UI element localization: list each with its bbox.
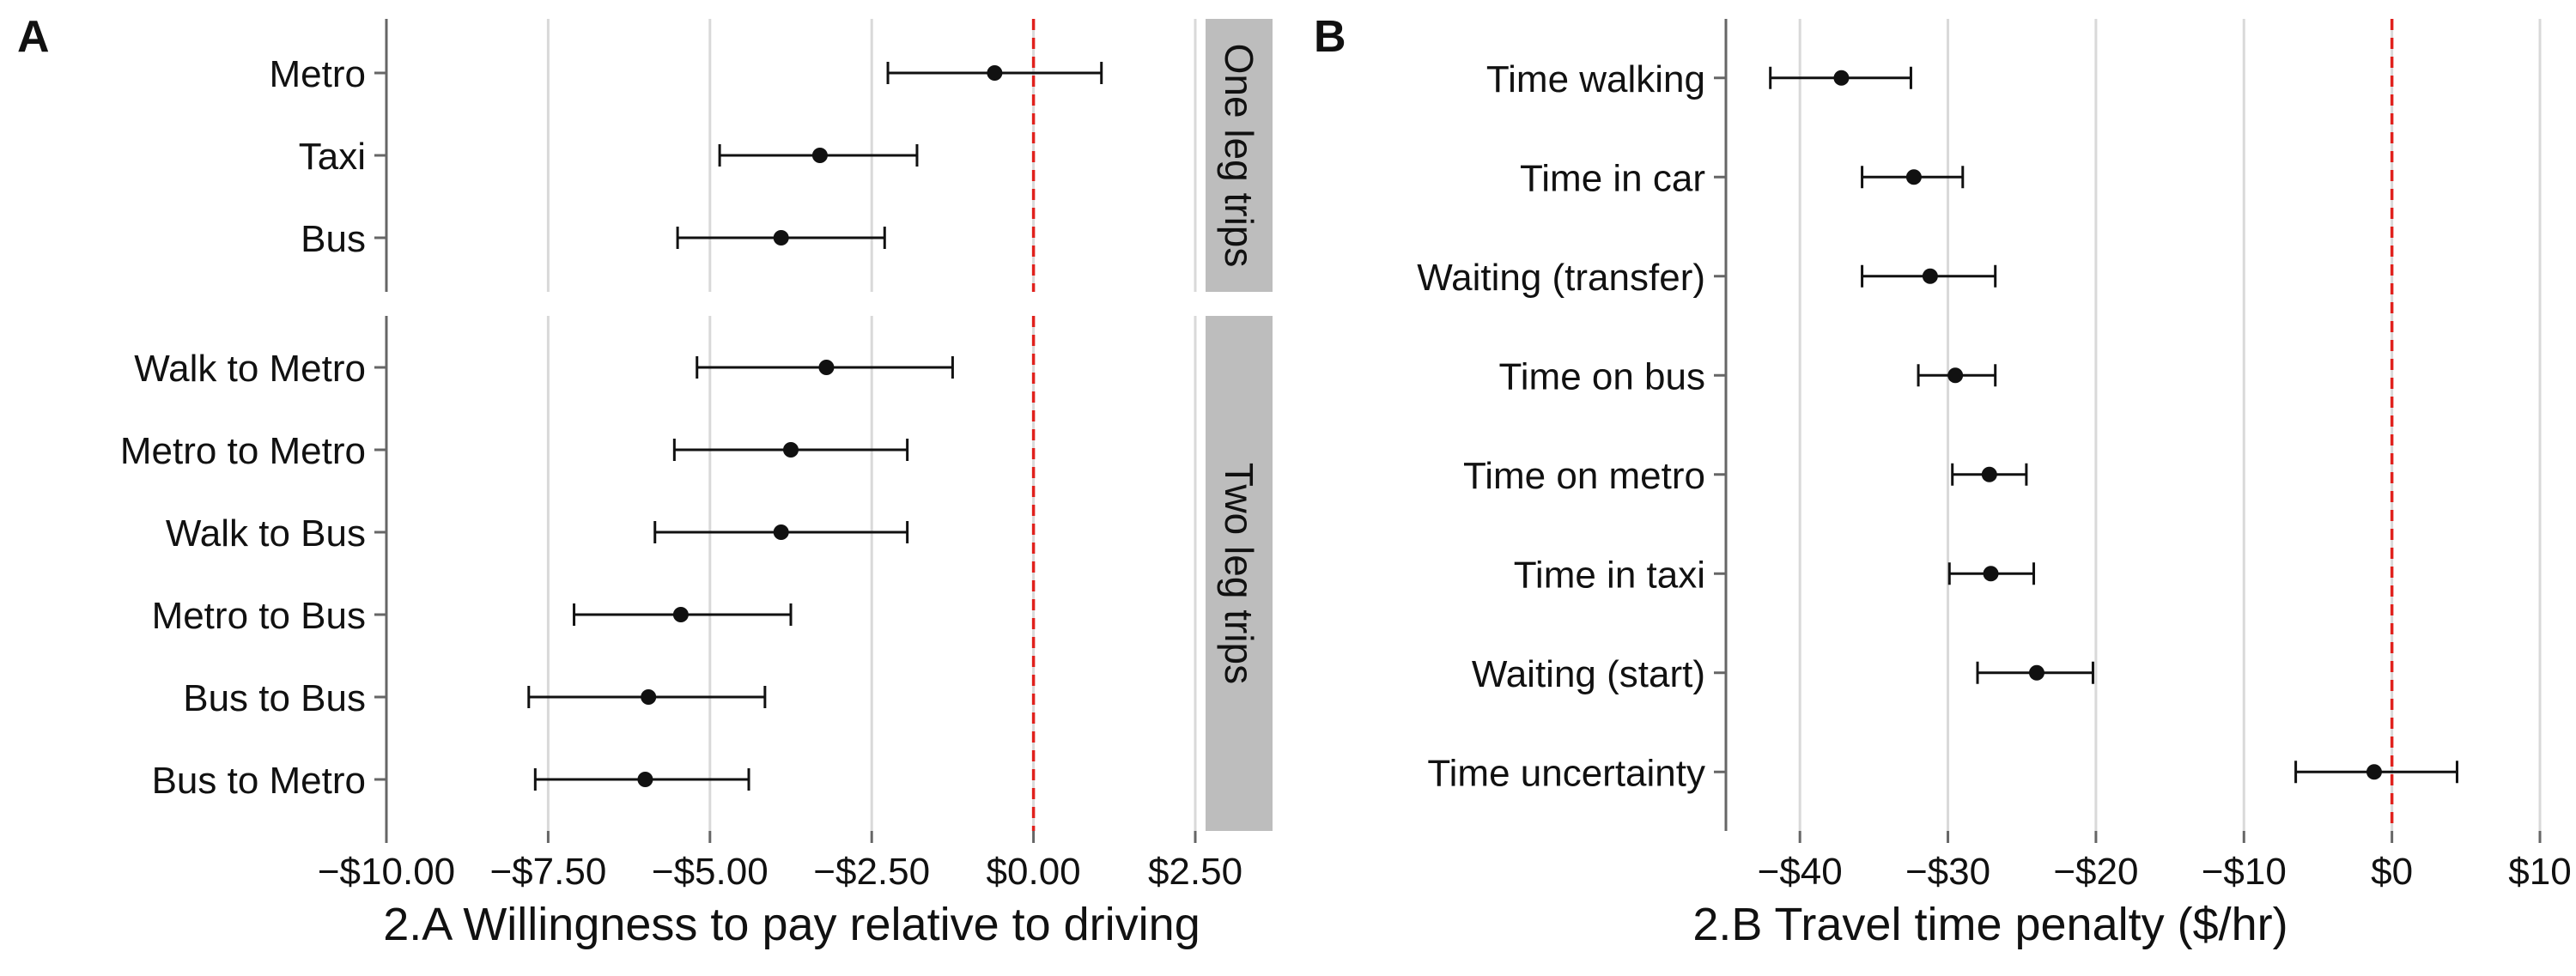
panel-a-x-tick-label-5: −$5.00 — [652, 851, 769, 893]
panel-a-bus-label: Bus — [301, 218, 366, 260]
panel-a-bus-to-metro-label: Bus to Metro — [152, 760, 366, 802]
panel-a-x-axis-title: 2.A Willingness to pay relative to drivi… — [383, 899, 1200, 950]
panel-a-willingness-to-pay: Metro Taxi Bus One leg trips Walk to Metro Me… — [120, 19, 1273, 893]
panel-b-x-tick-label-10: −$10 — [2202, 851, 2287, 893]
panel-a-taxi-point — [811, 148, 828, 163]
panel-b-x-axis-title: 2.B Travel time penalty ($/hr) — [1692, 899, 2287, 950]
panel-a-bus-point — [773, 230, 789, 246]
panel-a-bus-to-metro-point — [637, 772, 653, 787]
panel-b-time-on-metro-label: Time on metro — [1463, 455, 1705, 497]
panel-a-walk-to-bus-label: Walk to Bus — [166, 512, 366, 555]
panel-a-metro-to-bus-point — [672, 607, 689, 622]
panel-b-letter: B — [1314, 12, 1346, 62]
panel-b-waiting-start-point — [2028, 664, 2044, 681]
panel-a-metro-to-bus-label: Metro to Bus — [152, 595, 366, 637]
panel-b-waiting-transfer-point — [1922, 268, 1938, 284]
panel-a-metro-point — [987, 65, 1003, 81]
panel-b-travel-time-penalty: Time walking Time in car Waiting (transfer… — [1417, 19, 2572, 893]
panel-a-facet-1-strip — [1206, 19, 1273, 292]
panel-a-x-tick-label-7-5: −$7.50 — [489, 851, 606, 893]
panel-a-metro-to-metro-point — [783, 442, 799, 458]
panel-b-waiting-transfer-label: Waiting (transfer) — [1417, 257, 1705, 299]
panel-b-time-walking-point — [1833, 70, 1850, 86]
panel-b-x-tick-label-20: −$20 — [2053, 851, 2138, 893]
panel-b-time-uncertainty-point — [2366, 764, 2382, 780]
panel-a-walk-to-bus-point — [773, 524, 789, 540]
panel-a-facet-2-strip-label: Two leg trips — [1217, 463, 1261, 684]
panel-b-x-tick-label-40: −$40 — [1758, 851, 1843, 893]
panel-b-time-in-taxi-point — [1983, 566, 1999, 582]
panel-a-letter: A — [17, 12, 50, 62]
panel-a-x-tick-label-10: −$10.00 — [318, 851, 455, 893]
panel-b-time-in-taxi-label: Time in taxi — [1514, 554, 1705, 596]
panel-a-x-tick-label-0: $0.00 — [987, 851, 1081, 893]
panel-b-x-tick-label-30: −$30 — [1905, 851, 1990, 893]
panel-b-x-tick-label-0: $0 — [2371, 851, 2413, 893]
panel-a-x-tick-label-2-5: $2.50 — [1148, 851, 1242, 893]
panel-b-time-in-car-point — [1905, 169, 1922, 185]
panel-b-time-on-bus-label: Time on bus — [1499, 355, 1705, 397]
panel-b-time-on-metro-point — [1981, 466, 1997, 482]
panel-a-walk-to-metro-label: Walk to Metro — [134, 348, 366, 390]
panel-a-bus-to-bus-point — [641, 689, 657, 705]
panel-b-x-tick-label-10: $10 — [2508, 851, 2571, 893]
panel-b-waiting-start-label: Waiting (start) — [1472, 653, 1705, 695]
panel-a-walk-to-metro-point — [818, 360, 835, 375]
panel-a-metro-label: Metro — [270, 53, 366, 95]
panel-a-facet-2-strip — [1206, 316, 1273, 831]
panel-a-bus-to-bus-label: Bus to Bus — [183, 677, 366, 719]
panel-b-time-on-bus-point — [1947, 367, 1964, 384]
panel-a-facet-1-strip-label: One leg trips — [1217, 44, 1261, 268]
panel-b-time-walking-label: Time walking — [1486, 58, 1705, 100]
panel-a-taxi-label: Taxi — [299, 136, 366, 178]
panel-b-time-in-car-label: Time in car — [1520, 157, 1705, 199]
panel-b-time-uncertainty-label: Time uncertainty — [1427, 752, 1705, 794]
panel-a-x-tick-label-2-5: −$2.50 — [813, 851, 930, 893]
panel-a-metro-to-metro-label: Metro to Metro — [120, 430, 366, 472]
